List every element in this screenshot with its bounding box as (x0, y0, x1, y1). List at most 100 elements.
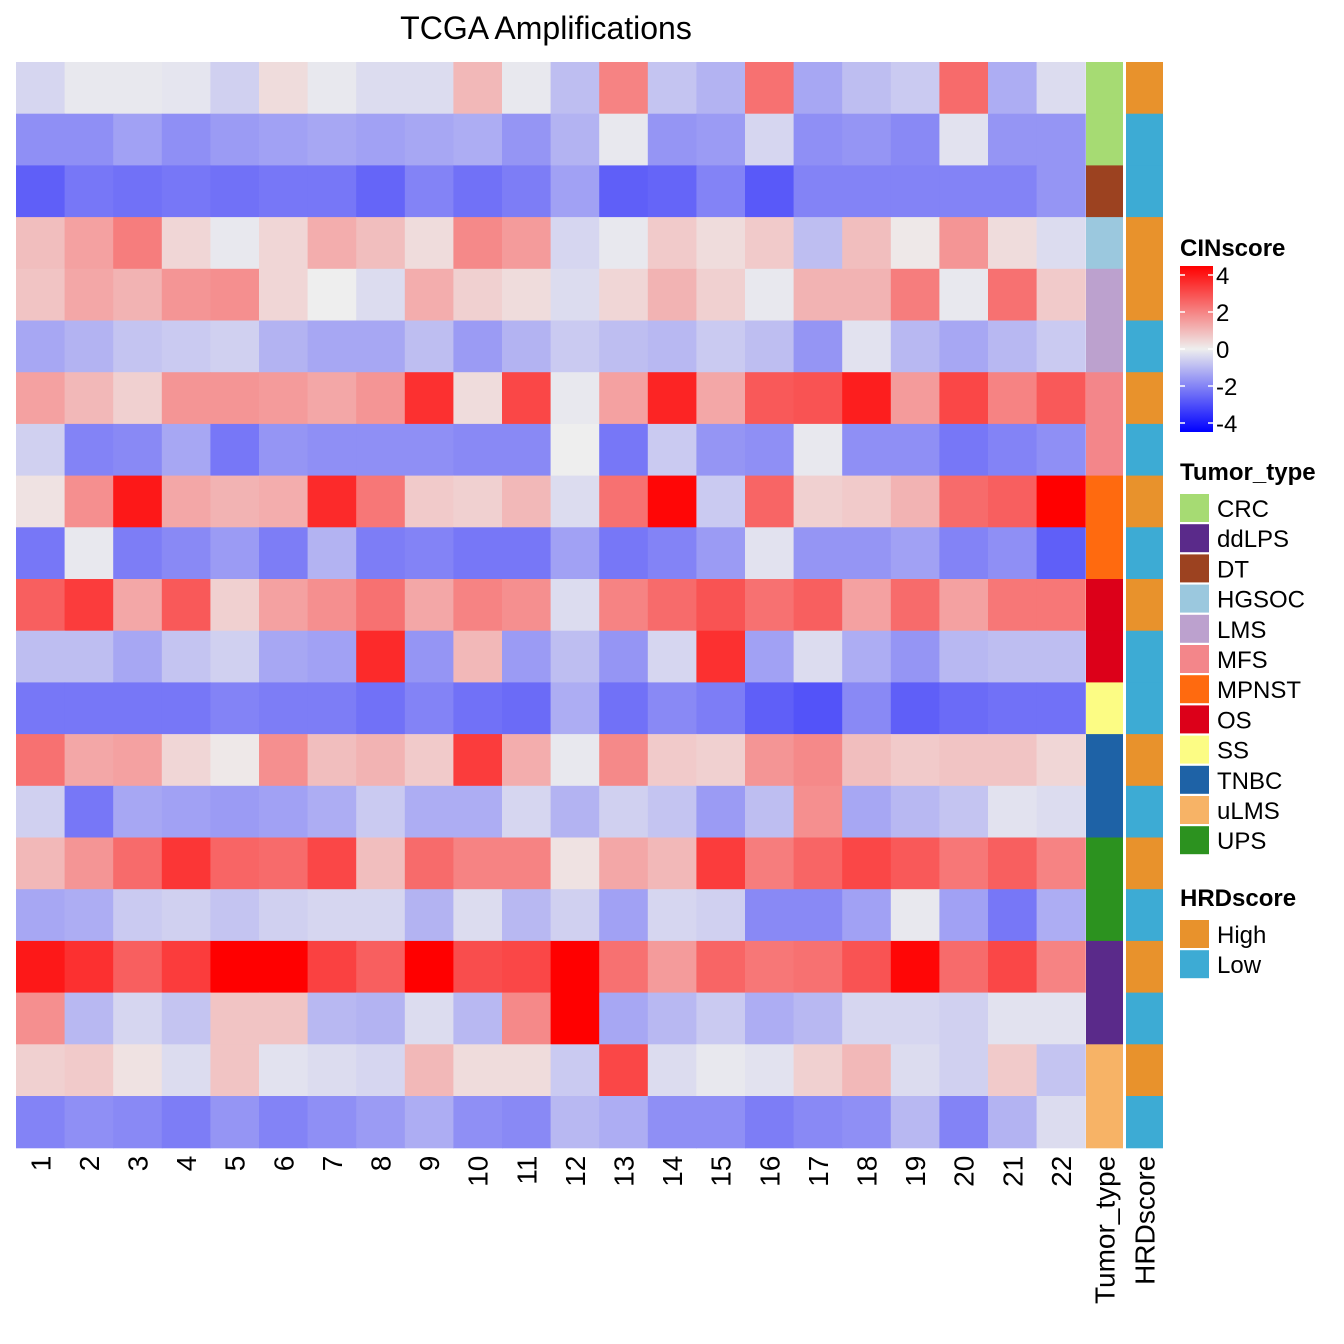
heatmap-cell (696, 217, 746, 270)
heatmap-cell (696, 475, 746, 528)
heatmap-cell (550, 217, 600, 270)
heatmap-cell (988, 423, 1038, 477)
legend-title: HRDscore (1180, 885, 1296, 912)
heatmap-cell (647, 113, 697, 166)
heatmap-cell (988, 527, 1038, 580)
heatmap-cell (939, 889, 989, 942)
heatmap-cell (745, 630, 795, 683)
heatmap-cell (453, 475, 503, 528)
heatmap-cell (259, 785, 309, 839)
heatmap-cell (453, 62, 503, 115)
heatmap-cell (599, 165, 649, 218)
heatmap-cell (404, 423, 454, 477)
heatmap-cell (259, 165, 309, 218)
heatmap-cell (259, 734, 309, 787)
heatmap-cell (16, 734, 66, 787)
heatmap-cell (550, 630, 600, 683)
heatmap-cell (550, 1044, 600, 1097)
tumor-type-cell (1086, 475, 1123, 528)
legend-label: DT (1217, 556, 1249, 583)
heatmap-cell (16, 1044, 66, 1097)
heatmap-cell (745, 1096, 795, 1149)
hrdscore-cell (1126, 62, 1163, 115)
heatmap-cell (356, 113, 406, 166)
hrdscore-cell (1126, 734, 1163, 787)
heatmap-cell (939, 1044, 989, 1097)
colorbar-title: CINscore (1180, 235, 1285, 262)
heatmap-cell (64, 785, 114, 839)
heatmap-cell (356, 527, 406, 580)
heatmap-cell (161, 527, 211, 580)
heatmap-cell (502, 268, 552, 322)
heatmap-cell (550, 682, 600, 735)
heatmap-cell (210, 527, 260, 580)
heatmap-cell (745, 165, 795, 218)
heatmap-cell (939, 268, 989, 322)
heatmap-cell (696, 320, 746, 373)
heatmap-cell (745, 992, 795, 1045)
heatmap-cell (502, 785, 552, 839)
heatmap-cell (550, 372, 600, 425)
heatmap-cell (745, 1044, 795, 1097)
heatmap-cell (161, 423, 211, 477)
legend-swatch (1180, 705, 1209, 734)
hrdscore-cell (1126, 320, 1163, 373)
heatmap-cell (793, 940, 843, 994)
heatmap-cell (210, 734, 260, 787)
heatmap-cell (793, 423, 843, 477)
heatmap-cell (64, 734, 114, 787)
heatmap-cell (161, 992, 211, 1045)
heatmap-cell (113, 940, 163, 994)
heatmap-cell (453, 992, 503, 1045)
heatmap-cell (599, 62, 649, 115)
heatmap-cell (161, 62, 211, 115)
x-tick-label: 18 (852, 1156, 883, 1187)
heatmap-cell (453, 320, 503, 373)
heatmap-cell (696, 992, 746, 1045)
heatmap-cell (16, 372, 66, 425)
annotation-axis-labels: Tumor_type HRDscore (1090, 1156, 1161, 1304)
heatmap-cell (259, 268, 309, 322)
heatmap-cell (113, 527, 163, 580)
heatmap-cell (1036, 579, 1086, 632)
heatmap-cell (842, 113, 892, 166)
heatmap-cell (502, 630, 552, 683)
heatmap-cell (16, 320, 66, 373)
heatmap-cell (502, 1096, 552, 1149)
heatmap-cell (502, 217, 552, 270)
heatmap-cell (16, 630, 66, 683)
heatmap-cell (210, 217, 260, 270)
legend-label: Low (1217, 952, 1262, 979)
heatmap-cell (1036, 423, 1086, 477)
colorbar-tick-label: -2 (1216, 374, 1237, 401)
heatmap-cell (307, 217, 357, 270)
tumor-type-cell (1086, 1096, 1123, 1149)
heatmap-cell (890, 992, 940, 1045)
heatmap-cell (793, 372, 843, 425)
tumor-type-cell (1086, 372, 1123, 425)
heatmap-cell (1036, 992, 1086, 1045)
hrdscore-cell (1126, 940, 1163, 994)
tumor-type-cell (1086, 889, 1123, 942)
heatmap-cell (793, 682, 843, 735)
heatmap-cell (356, 682, 406, 735)
heatmap-cell (502, 165, 552, 218)
heatmap-cell (696, 785, 746, 839)
heatmap-cell (696, 423, 746, 477)
heatmap-cell (404, 734, 454, 787)
heatmap-cell (453, 113, 503, 166)
heatmap-cell (890, 475, 940, 528)
heatmap-cell (842, 475, 892, 528)
heatmap-cell (210, 630, 260, 683)
heatmap-cell (647, 217, 697, 270)
heatmap-cell (64, 268, 114, 322)
heatmap-cell (890, 682, 940, 735)
heatmap-cell (890, 372, 940, 425)
heatmap-cell (696, 1096, 746, 1149)
heatmap-cell (599, 113, 649, 166)
heatmap-cell (890, 837, 940, 890)
heatmap-cell (745, 372, 795, 425)
x-tick-label: 8 (366, 1156, 397, 1172)
heatmap-cell (161, 475, 211, 528)
heatmap-cell (502, 579, 552, 632)
